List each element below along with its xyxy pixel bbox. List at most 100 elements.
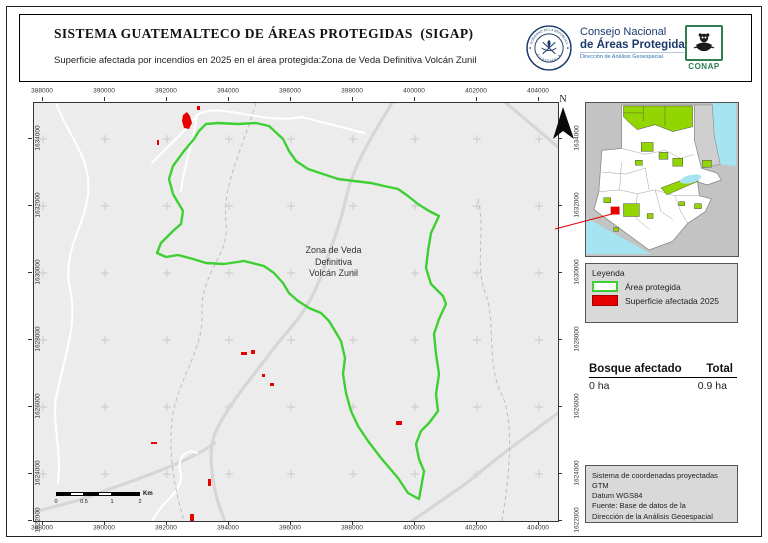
- map-canvas: [34, 103, 558, 521]
- axis-tick-label: 1630000: [34, 259, 42, 285]
- axis-tick-label: 390000: [93, 524, 115, 532]
- org-line2: de Áreas Protegidas: [580, 38, 692, 51]
- inset-location-marker: [610, 206, 620, 215]
- guatemala-seal-logo: GOBIERNO DE LA REPÚBLICA GUATEMALA: [526, 25, 572, 71]
- scale-labels: 0 0.5 1 2: [54, 498, 142, 505]
- grid-crosses: [39, 135, 543, 478]
- legend-item-protected: Área protegida: [592, 281, 731, 292]
- axis-tick-label: [290, 97, 291, 101]
- axis-tick-label: [28, 520, 32, 521]
- axis-tick-label: [558, 339, 562, 340]
- axis-tick-label: 400000: [403, 87, 425, 95]
- axis-tick-label: [28, 205, 32, 206]
- axis-tick-label: [558, 205, 562, 206]
- org-wordmark: Consejo Nacional de Áreas Protegidas Dir…: [580, 26, 698, 60]
- axis-tick-label: 1630000: [573, 259, 581, 285]
- axis-tick-label: [42, 521, 43, 525]
- org-line3: Dirección de Análisis Geoespacial: [580, 53, 663, 60]
- axis-tick-label: 402000: [465, 87, 487, 95]
- axis-tick-label: 1628000: [34, 326, 42, 352]
- axis-tick-label: 392000: [155, 87, 177, 95]
- page-border: [6, 6, 762, 537]
- protected-area-swatch: [592, 281, 618, 292]
- axis-tick-label: [104, 521, 105, 525]
- axis-tick-label: [538, 97, 539, 101]
- org-divider: [580, 51, 684, 53]
- axis-tick-label: 402000: [465, 524, 487, 532]
- conap-emblem-box: [685, 25, 723, 61]
- stats-header-left: Bosque afectado: [589, 363, 682, 375]
- axis-tick-label: 1622000: [573, 507, 581, 533]
- conap-label: CONAP: [688, 62, 720, 71]
- axis-tick-label: [28, 272, 32, 273]
- axis-tick-label: 394000: [217, 87, 239, 95]
- inset-locator-map: [585, 102, 739, 257]
- axis-tick-label: [476, 97, 477, 101]
- axis-tick-label: [28, 473, 32, 474]
- header: SISTEMA GUATEMALTECO DE ÁREAS PROTEGIDAS…: [19, 14, 752, 82]
- protected-area-label: Zona de Veda Definitiva Volcán Zunil: [305, 245, 362, 279]
- boundary-dashed-lines: [170, 103, 511, 521]
- axis-tick-label: [104, 97, 105, 101]
- north-arrow-icon: [553, 107, 574, 139]
- axis-tick-label: 398000: [341, 524, 363, 532]
- axis-tick-label: [558, 520, 562, 521]
- axis-tick-label: 404000: [527, 87, 549, 95]
- main-map: Zona de Veda Definitiva Volcán Zunil Km …: [33, 102, 559, 522]
- page-title: SISTEMA GUATEMALTECO DE ÁREAS PROTEGIDAS…: [54, 26, 474, 41]
- stats-header-right: Total: [706, 363, 733, 375]
- axis-tick-label: [228, 521, 229, 525]
- axis-tick-label: 1622000: [34, 507, 42, 533]
- axis-tick-label: [558, 473, 562, 474]
- conap-logo: CONAP: [684, 25, 724, 71]
- axis-tick-label: 1624000: [34, 460, 42, 486]
- affected-area-swatch: [592, 295, 618, 306]
- axis-tick-label: 398000: [341, 87, 363, 95]
- legend-item-affected: Superficie afectada 2025: [592, 295, 731, 306]
- axis-tick-label: [290, 521, 291, 525]
- protected-area-boundary: [155, 121, 448, 501]
- legend: Leyenda Área protegida Superficie afecta…: [585, 263, 738, 323]
- axis-tick-label: 1626000: [34, 393, 42, 419]
- axis-tick-label: [352, 97, 353, 101]
- axis-tick-label: 396000: [279, 524, 301, 532]
- axis-tick-label: 1634000: [34, 125, 42, 151]
- axis-tick-label: 404000: [527, 524, 549, 532]
- axis-tick-label: [28, 406, 32, 407]
- scale-unit: Km: [143, 491, 153, 497]
- axis-tick-label: [476, 521, 477, 525]
- axis-tick-label: 390000: [93, 87, 115, 95]
- axis-tick-label: [414, 521, 415, 525]
- page-subtitle: Superficie afectada por incendios en 202…: [54, 55, 477, 66]
- axis-tick-label: 1632000: [573, 192, 581, 218]
- axis-tick-label: [538, 521, 539, 525]
- axis-tick-label: 396000: [279, 87, 301, 95]
- north-label: N: [559, 94, 567, 105]
- scale-bar: Km 0 0.5 1 2: [54, 491, 166, 507]
- north-arrow: N: [549, 94, 577, 146]
- axis-tick-label: [28, 339, 32, 340]
- axis-tick-label: [166, 521, 167, 525]
- axis-tick-label: 388000: [31, 87, 53, 95]
- axis-tick-label: [166, 97, 167, 101]
- axis-tick-label: 388000: [31, 524, 53, 532]
- axis-tick-label: 1628000: [573, 326, 581, 352]
- axis-tick-label: [558, 406, 562, 407]
- axis-tick-label: 392000: [155, 524, 177, 532]
- axis-tick-label: [42, 97, 43, 101]
- axis-tick-label: 1626000: [573, 393, 581, 419]
- axis-tick-label: 400000: [403, 524, 425, 532]
- legend-title: Leyenda: [592, 268, 625, 278]
- road-lines: [34, 103, 558, 521]
- axis-tick-label: [28, 138, 32, 139]
- axis-tick-label: 1632000: [34, 192, 42, 218]
- axis-tick-label: [558, 272, 562, 273]
- axis-tick-label: [414, 97, 415, 101]
- axis-tick-label: [228, 97, 229, 101]
- stats-value-left: 0 ha: [589, 380, 610, 392]
- axis-tick-label: [352, 521, 353, 525]
- fire-patches: [151, 106, 402, 521]
- axis-tick-label: 394000: [217, 524, 239, 532]
- river-lines: [54, 103, 365, 521]
- affected-area-table: Bosque afectado Total 0 ha 0.9 ha: [589, 363, 737, 392]
